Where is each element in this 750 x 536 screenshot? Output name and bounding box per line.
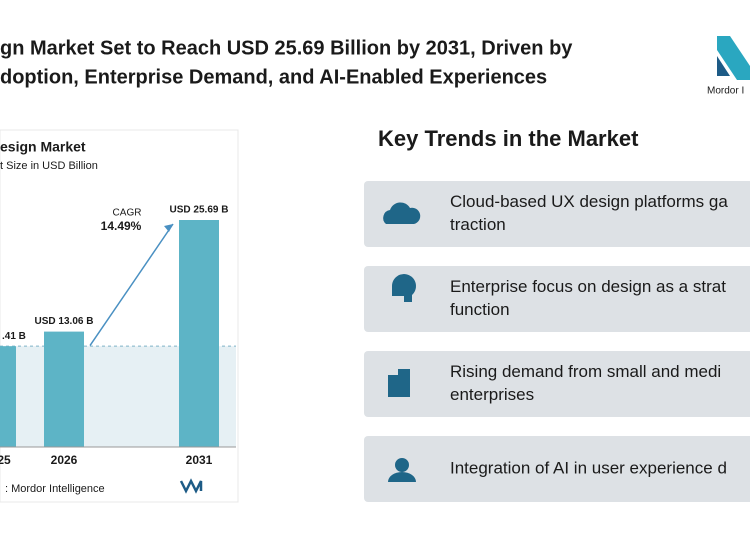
bar	[0, 346, 16, 447]
trend-icon	[383, 202, 421, 224]
trend-icon	[392, 274, 416, 302]
value-label: USD 13.06 B	[35, 316, 94, 327]
source: : Mordor Intelligence	[5, 483, 105, 495]
value-label: USD 25.69 B	[170, 205, 229, 216]
trend-text: Enterprise focus on design as a strat	[450, 277, 726, 296]
logo-shape	[717, 36, 750, 80]
trend-text: enterprises	[450, 385, 534, 404]
cagr-value: 14.49%	[101, 219, 142, 233]
title-line: gn Market Set to Reach USD 25.69 Billion…	[0, 37, 573, 59]
logo-shape	[717, 56, 730, 76]
title-line: doption, Enterprise Demand, and AI-Enabl…	[0, 66, 547, 88]
logo: Mordor I	[707, 36, 750, 97]
x-tick-label: 25	[0, 453, 11, 467]
chart-subtitle: t Size in USD Billion	[0, 160, 98, 172]
chart-title: esign Market	[0, 139, 86, 155]
trend-list: Cloud-based UX design platforms ga tracti…	[364, 181, 750, 502]
trend-text: Cloud-based UX design platforms ga	[450, 192, 728, 211]
cagr-arrowhead	[164, 224, 173, 232]
x-tick-label: 2026	[51, 453, 78, 467]
logo-text: Mordor I	[707, 86, 744, 97]
cagr-arrow	[89, 223, 174, 347]
trend-icon	[388, 369, 410, 397]
trend-card	[364, 181, 750, 247]
bar	[44, 331, 84, 447]
x-tick-label: 2031	[186, 453, 213, 467]
trend-card	[364, 266, 750, 332]
trends-title: Key Trends in the Market	[378, 126, 639, 151]
source-logo	[179, 478, 203, 494]
trend-icon	[388, 458, 416, 482]
chart: .41 B 25 USD 13.06 B 2026 USD 25.69 B 2031 CAG…	[0, 205, 236, 467]
trend-card	[364, 351, 750, 417]
trend-text: Integration of AI in user experience d	[450, 458, 727, 477]
trend-card	[364, 436, 750, 502]
cagr-label: CAGR	[113, 208, 142, 219]
trend-text: Rising demand from small and medi	[450, 362, 721, 381]
trend-text: traction	[450, 215, 506, 234]
trend-text: function	[450, 300, 510, 319]
bar	[179, 220, 219, 447]
value-label: .41 B	[2, 331, 26, 342]
